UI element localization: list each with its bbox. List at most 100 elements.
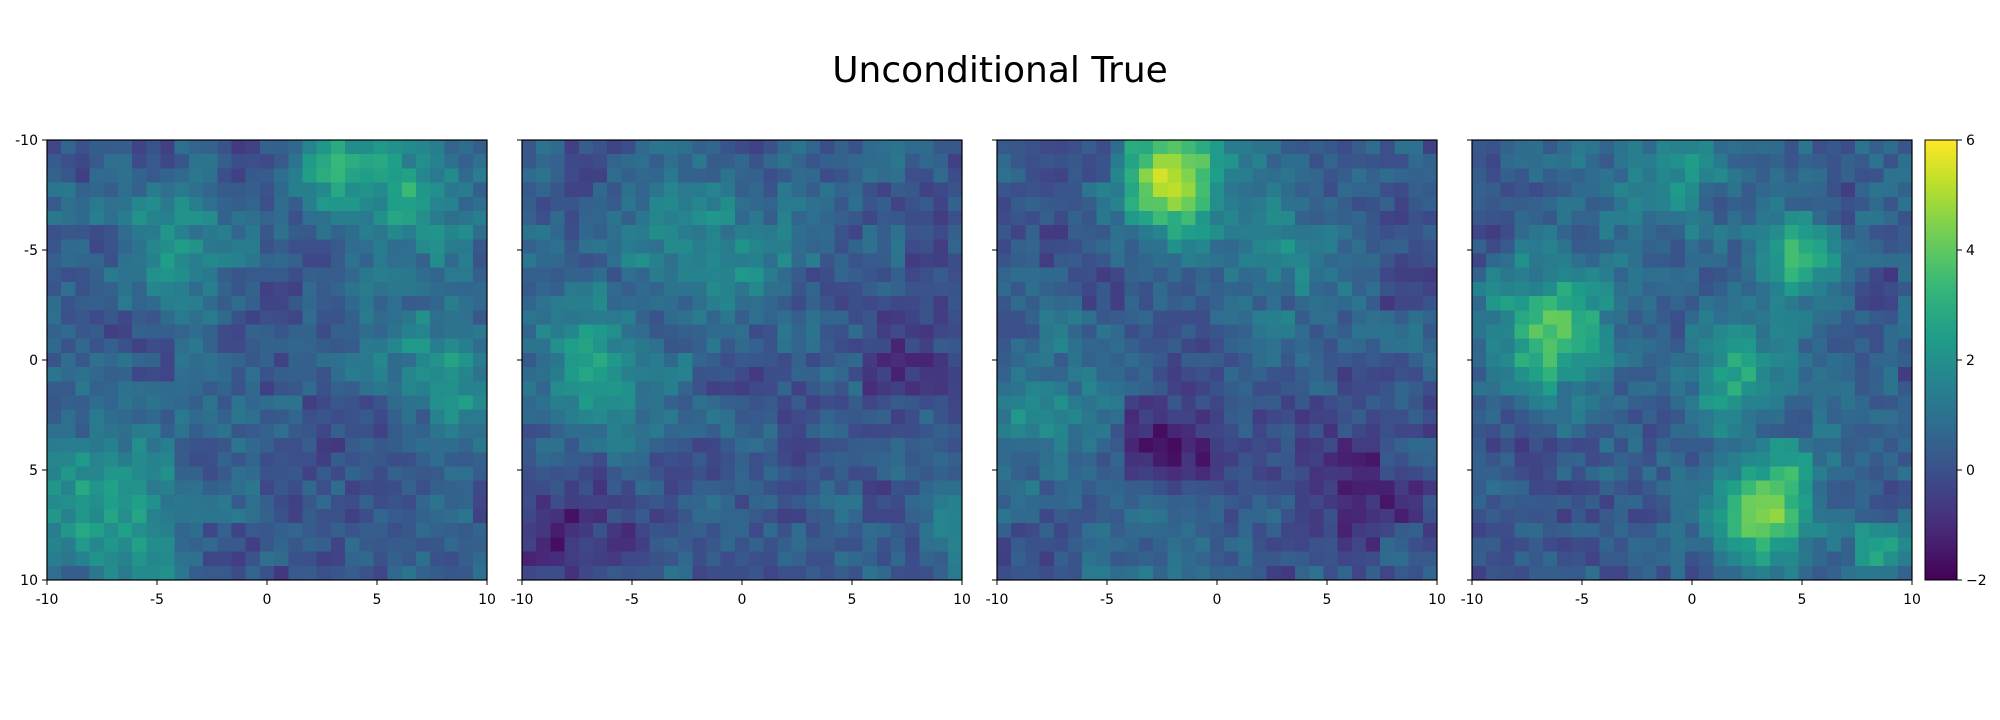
heatmap-cell [1266,480,1282,496]
heatmap-cell [430,281,446,297]
heatmap-cell [1380,381,1396,397]
heatmap-cell [1309,537,1325,553]
heatmap-cell [1855,565,1871,581]
heatmap-cell [1542,196,1558,212]
heatmap-cell [316,210,332,226]
heatmap-cell [1408,253,1424,269]
heatmap-cell [1869,438,1885,453]
heatmap-cell [862,267,878,283]
heatmap-cell [387,296,403,311]
heatmap-cell [1252,466,1268,482]
heatmap-cell [1224,494,1239,510]
heatmap-cell [1309,395,1325,411]
heatmap-cell [1025,182,1041,198]
heatmap-cell [1337,267,1353,283]
heatmap-cell [1798,154,1814,169]
heatmap-cell [1656,367,1672,382]
heatmap-cell [1841,310,1856,326]
heatmap-cell [1798,381,1814,397]
heatmap-cell [763,281,779,297]
heatmap-cell [720,551,736,567]
heatmap-cell [373,438,389,453]
heatmap-cell [997,367,1012,382]
heatmap-cell [1195,352,1211,368]
heatmap-cell [1351,239,1367,255]
heatmap-cell [1124,551,1140,567]
heatmap-cell [997,551,1012,567]
heatmap-cell [401,565,417,581]
heatmap-cell [791,565,807,581]
heatmap-cell [472,239,488,255]
heatmap-cell [1252,537,1268,553]
heatmap-cell [345,154,360,169]
heatmap-cell [231,523,247,539]
heatmap-cell [1011,253,1026,269]
heatmap-cell [1209,352,1225,368]
heatmap-cell [274,338,289,354]
heatmap-cell [663,509,679,524]
heatmap-cell [103,466,119,482]
heatmap-cell [203,310,218,326]
heatmap-cell [734,140,750,155]
heatmap-cell [387,267,403,283]
heatmap-cell [933,381,949,397]
heatmap-cell [1039,338,1055,354]
heatmap-cell [1224,168,1239,184]
heatmap-cell [1812,210,1828,226]
heatmap-cell [592,409,608,425]
heatmap-cell [47,537,62,553]
heatmap-cell [1082,395,1097,411]
heatmap-cell [522,239,537,255]
heatmap-cell [1110,452,1126,468]
heatmap-cell [1713,509,1729,524]
heatmap-cell [1486,438,1501,453]
heatmap-cell [777,239,793,255]
heatmap-cell [777,168,793,184]
heatmap-cell [1238,395,1254,411]
heatmap-cell [649,352,665,368]
heatmap-cell [734,509,750,524]
heatmap-cell [1309,423,1325,439]
heatmap-cell [1500,537,1516,553]
heatmap-cell [430,537,446,553]
heatmap-cell [820,239,835,255]
heatmap-cell [1110,509,1126,524]
heatmap-cell [564,239,580,255]
heatmap-cell [1585,409,1601,425]
heatmap-cell [692,480,708,496]
heatmap-cell [1585,523,1601,539]
heatmap-cell [217,281,233,297]
heatmap-cell [1542,452,1558,468]
heatmap-cell [1366,140,1381,155]
heatmap-cell [188,338,204,354]
heatmap-cell [302,324,318,340]
heatmap-cell [1883,310,1899,326]
heatmap-cell [1557,154,1572,169]
heatmap-cell [316,154,332,169]
heatmap-cell [997,168,1012,184]
heatmap-cell [75,281,91,297]
heatmap-cell [359,352,375,368]
heatmap-cell [997,338,1012,354]
heatmap-cell [536,338,551,354]
heatmap-cell [876,225,892,240]
heatmap-cell [1585,253,1601,269]
heatmap-cell [373,196,389,212]
heatmap-cell [1727,239,1743,255]
heatmap-cell [607,267,622,283]
heatmap-cell [458,480,474,496]
heatmap-cell [763,381,779,397]
heatmap-cell [678,196,693,212]
heatmap-cell [1138,310,1154,326]
heatmap-cell [302,452,318,468]
heatmap-cell [1394,523,1410,539]
heatmap-cell [834,452,850,468]
heatmap-cell [1699,565,1714,581]
heatmap-panel-4: -10 -5 0 5 10 [1461,139,1921,608]
heatmap-cell [522,140,537,155]
heatmap-cell [373,381,389,397]
heatmap-cell [1138,196,1154,212]
heatmap-cell [1670,509,1686,524]
heatmap-cell [61,338,76,354]
heatmap-cell [1699,509,1714,524]
